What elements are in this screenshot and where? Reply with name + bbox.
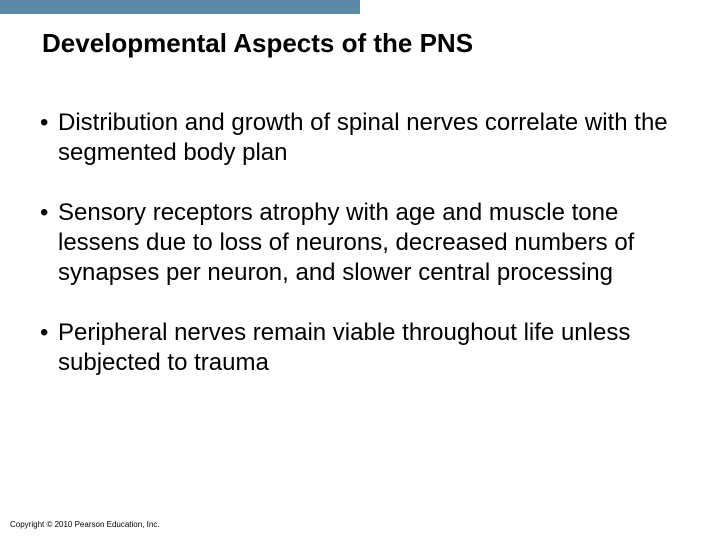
slide-title: Developmental Aspects of the PNS	[42, 28, 473, 59]
bullet-list: •Distribution and growth of spinal nerve…	[40, 108, 680, 408]
bullet-dot-icon: •	[40, 198, 58, 228]
bullet-text: Distribution and growth of spinal nerves…	[58, 108, 680, 168]
header-accent-bar	[0, 0, 360, 14]
bullet-item: •Peripheral nerves remain viable through…	[40, 318, 680, 378]
copyright-text: Copyright © 2010 Pearson Education, Inc.	[10, 520, 160, 529]
bullet-dot-icon: •	[40, 318, 58, 348]
bullet-item: •Sensory receptors atrophy with age and …	[40, 198, 680, 288]
bullet-text: Sensory receptors atrophy with age and m…	[58, 198, 680, 288]
bullet-dot-icon: •	[40, 108, 58, 138]
bullet-text: Peripheral nerves remain viable througho…	[58, 318, 680, 378]
bullet-item: •Distribution and growth of spinal nerve…	[40, 108, 680, 168]
slide: Developmental Aspects of the PNS •Distri…	[0, 0, 720, 540]
